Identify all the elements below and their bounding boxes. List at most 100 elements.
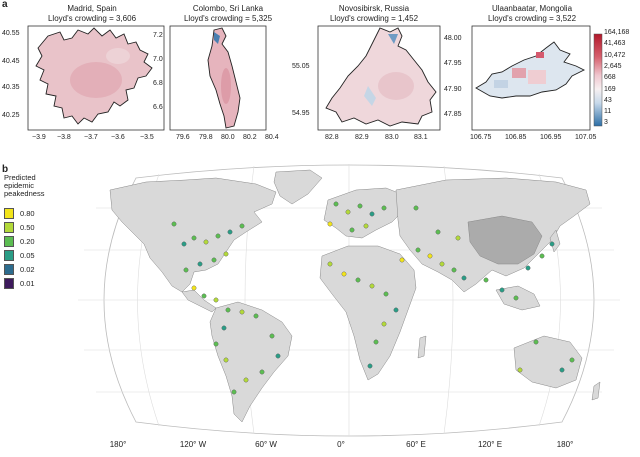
panel-b-label: b bbox=[2, 164, 9, 175]
city-marker bbox=[239, 223, 245, 229]
city-marker bbox=[357, 203, 363, 209]
south-america bbox=[209, 301, 293, 423]
ulaanbaatar-crowding: Lloyd's crowding = 3,522 bbox=[487, 14, 577, 23]
greenland bbox=[273, 169, 323, 205]
madrid-xtick: −3.8 bbox=[57, 134, 71, 141]
novosibirsk-xtick: 83.0 bbox=[385, 134, 399, 141]
city-marker bbox=[171, 221, 177, 227]
city-marker bbox=[201, 293, 207, 299]
madrid-xtick: −3.5 bbox=[140, 134, 154, 141]
central-america bbox=[181, 289, 217, 313]
legend-title-line: Predicted bbox=[4, 173, 36, 182]
longitude-label: 60° W bbox=[255, 440, 277, 449]
city-marker bbox=[275, 353, 281, 359]
colombo-xtick: 79.8 bbox=[199, 134, 213, 141]
longitude-label: 180° bbox=[556, 440, 574, 449]
ulaanbaatar-xtick: 106.95 bbox=[540, 134, 562, 141]
colombo-ytick: 6.8 bbox=[153, 80, 163, 87]
city-marker bbox=[499, 287, 505, 293]
city-marker bbox=[345, 209, 351, 215]
legend-value: 0.50 bbox=[20, 222, 35, 232]
colorbar-tick: 2,645 bbox=[604, 63, 622, 70]
legend-entry: 0.05 bbox=[4, 249, 35, 261]
madrid-name: Madrid, Spain bbox=[67, 4, 117, 13]
city-marker bbox=[223, 251, 229, 257]
city-marker bbox=[355, 277, 361, 283]
city-marker bbox=[227, 229, 233, 235]
novosibirsk-crowding: Lloyd's crowding = 1,452 bbox=[329, 14, 419, 23]
city-marker bbox=[451, 267, 457, 273]
city-marker bbox=[455, 235, 461, 241]
city-marker bbox=[183, 267, 189, 273]
colombo-xtick: 80.0 bbox=[221, 134, 235, 141]
madrid-xtick: −3.6 bbox=[111, 134, 125, 141]
ulaanbaatar-title: Ulaanbaatar, Mongolia Lloyd's crowding =… bbox=[462, 4, 602, 24]
city-marker bbox=[559, 367, 565, 373]
city-marker bbox=[203, 239, 209, 245]
city-marker bbox=[533, 339, 539, 345]
city-marker bbox=[253, 313, 259, 319]
city-marker bbox=[369, 283, 375, 289]
ulaanbaatar-name: Ulaanbaatar, Mongolia bbox=[491, 4, 573, 13]
longitude-label: 120° E bbox=[477, 440, 503, 449]
colombo-xtick: 80.2 bbox=[243, 134, 257, 141]
city-marker bbox=[383, 291, 389, 297]
ulaanbaatar-ytick: 47.90 bbox=[444, 86, 462, 93]
city-marker bbox=[239, 309, 245, 315]
city-marker bbox=[215, 233, 221, 239]
madrid-ytick: 40.45 bbox=[2, 58, 20, 65]
city-marker bbox=[231, 389, 237, 395]
north-america bbox=[109, 177, 277, 293]
city-marker bbox=[259, 369, 265, 375]
city-marker bbox=[373, 339, 379, 345]
legend-value: 0.05 bbox=[20, 250, 35, 260]
novosibirsk-name: Novosibirsk, Russia bbox=[338, 4, 410, 13]
novosibirsk-title: Novosibirsk, Russia Lloyd's crowding = 1… bbox=[304, 4, 444, 24]
colombo-crowding: Lloyd's crowding = 5,325 bbox=[183, 14, 273, 23]
city-marker bbox=[369, 211, 375, 217]
madrid-ytick: 40.35 bbox=[2, 84, 20, 91]
colombo-title: Colombo, Sri Lanka Lloyd's crowding = 5,… bbox=[158, 4, 298, 24]
city-marker bbox=[221, 325, 227, 331]
city-marker bbox=[461, 275, 467, 281]
city-marker bbox=[181, 241, 187, 247]
city-marker bbox=[435, 229, 441, 235]
legend-title-line: epidemic bbox=[4, 181, 35, 190]
city-marker bbox=[415, 247, 421, 253]
madrid-map bbox=[27, 25, 165, 131]
city-marker bbox=[243, 377, 249, 383]
legend-swatch bbox=[4, 221, 14, 233]
city-marker bbox=[269, 333, 275, 339]
legend-entry: 0.50 bbox=[4, 221, 35, 233]
colombo-ytick: 6.6 bbox=[153, 104, 163, 111]
city-marker bbox=[549, 241, 555, 247]
novosibirsk-city-shape bbox=[325, 27, 437, 127]
colorbar-tick: 43 bbox=[604, 97, 612, 104]
city-marker bbox=[569, 357, 575, 363]
city-marker bbox=[393, 307, 399, 313]
city-marker bbox=[191, 235, 197, 241]
crowding-colorbar bbox=[593, 33, 603, 127]
madrid-ytick: 40.55 bbox=[2, 30, 20, 37]
city-marker bbox=[333, 201, 339, 207]
city-marker bbox=[513, 295, 519, 301]
colorbar-tick: 668 bbox=[604, 74, 616, 81]
longitude-label: 120° W bbox=[179, 440, 207, 449]
city-marker bbox=[327, 221, 333, 227]
legend-swatch bbox=[4, 263, 14, 275]
longitude-label: 180° bbox=[109, 440, 127, 449]
city-marker bbox=[197, 261, 203, 267]
world-map bbox=[78, 164, 620, 437]
novosibirsk-xtick: 82.9 bbox=[355, 134, 369, 141]
legend-value: 0.20 bbox=[20, 236, 35, 246]
japan bbox=[549, 229, 561, 253]
city-marker bbox=[341, 271, 347, 277]
legend-value: 0.01 bbox=[20, 278, 35, 288]
legend-entry: 0.02 bbox=[4, 263, 35, 275]
colorbar-tick: 41,463 bbox=[604, 40, 626, 47]
madrid-ytick: 40.25 bbox=[2, 112, 20, 119]
colorbar-tick: 11 bbox=[604, 108, 612, 115]
ulaanbaatar-xtick: 106.75 bbox=[470, 134, 492, 141]
ulaanbaatar-xtick: 106.85 bbox=[505, 134, 527, 141]
ulaanbaatar-ytick: 48.00 bbox=[444, 35, 462, 42]
